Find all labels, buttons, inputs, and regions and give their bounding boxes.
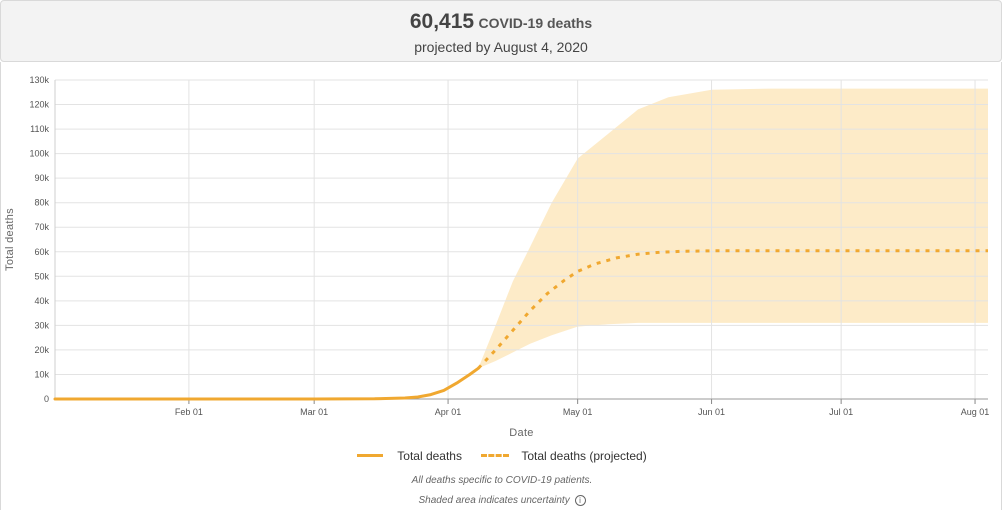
x-axis-title: Date: [509, 427, 533, 439]
legend-item-actual[interactable]: Total deaths: [357, 449, 462, 463]
tick-layer: 0 10k 20k 30k 40k 50k 60k 70k 80k 90k 100k 110k 120k…: [29, 75, 989, 417]
y-axis-title: Total deaths: [4, 208, 16, 271]
headline-label: COVID-19 deaths: [478, 15, 593, 31]
headline: 60,415 COVID-19 deaths: [1, 9, 1001, 37]
y-tick-label: 130k: [29, 75, 49, 85]
x-tick-label: May 01: [563, 407, 593, 417]
y-tick-label: 120k: [29, 100, 49, 110]
legend-item-projected[interactable]: Total deaths (projected): [481, 448, 647, 463]
legend-dashed-line-icon: [481, 454, 510, 457]
series-layer: [53, 249, 988, 401]
legend-solid-line-icon: [357, 454, 384, 457]
y-tick-label: 20k: [34, 345, 49, 355]
uncertainty-band: [478, 88, 988, 369]
uncertainty-band-layer: [478, 88, 988, 369]
deaths-chart: 0 10k 20k 30k 40k 50k 60k 70k 80k 90k 100k 110k 120k…: [4, 75, 989, 439]
y-tick-label: 40k: [34, 296, 49, 306]
y-tick-label: 60k: [34, 247, 49, 257]
y-tick-label: 30k: [34, 320, 49, 330]
chart-legend: Total deaths Total deaths (projected): [1, 446, 1003, 463]
y-tick-label: 80k: [34, 198, 49, 208]
x-tick-label: Jun 01: [698, 407, 725, 417]
x-tick-label: Jul 01: [829, 407, 853, 417]
x-tick-label: Apr 01: [435, 407, 462, 417]
info-icon[interactable]: i: [574, 495, 586, 506]
y-tick-label: 10k: [34, 369, 49, 379]
projection-header: 60,415 COVID-19 deaths projected by Augu…: [0, 0, 1002, 62]
y-tick-label: 90k: [34, 173, 49, 183]
footnote-deaths: All deaths specific to COVID-19 patients…: [411, 475, 593, 486]
legend-projected-label: Total deaths (projected): [521, 448, 647, 463]
x-tick-label: Mar 01: [300, 407, 328, 417]
y-tick-label: 100k: [29, 149, 49, 159]
chart-card: 0 10k 20k 30k 40k 50k 60k 70k 80k 90k 100k 110k 120k…: [0, 62, 1002, 510]
footnote-uncertainty: Shaded area indicates uncertainty i: [1, 495, 1003, 506]
grid-layer: [54, 79, 988, 404]
x-tick-label: Feb 01: [175, 407, 203, 417]
legend-actual-label: Total deaths: [397, 448, 462, 463]
actual-deaths-line: [53, 366, 480, 401]
x-tick-label: Aug 01: [961, 407, 990, 417]
projected-deaths-number: 60,415: [409, 10, 475, 33]
y-tick-label: 0: [44, 394, 49, 404]
y-tick-label: 50k: [34, 271, 49, 281]
footnote-uncertainty-text: Shaded area indicates uncertainty: [418, 495, 570, 507]
projection-date-text: projected by August 4, 2020: [414, 39, 588, 55]
y-tick-label: 110k: [30, 124, 49, 134]
y-tick-label: 70k: [34, 222, 49, 232]
